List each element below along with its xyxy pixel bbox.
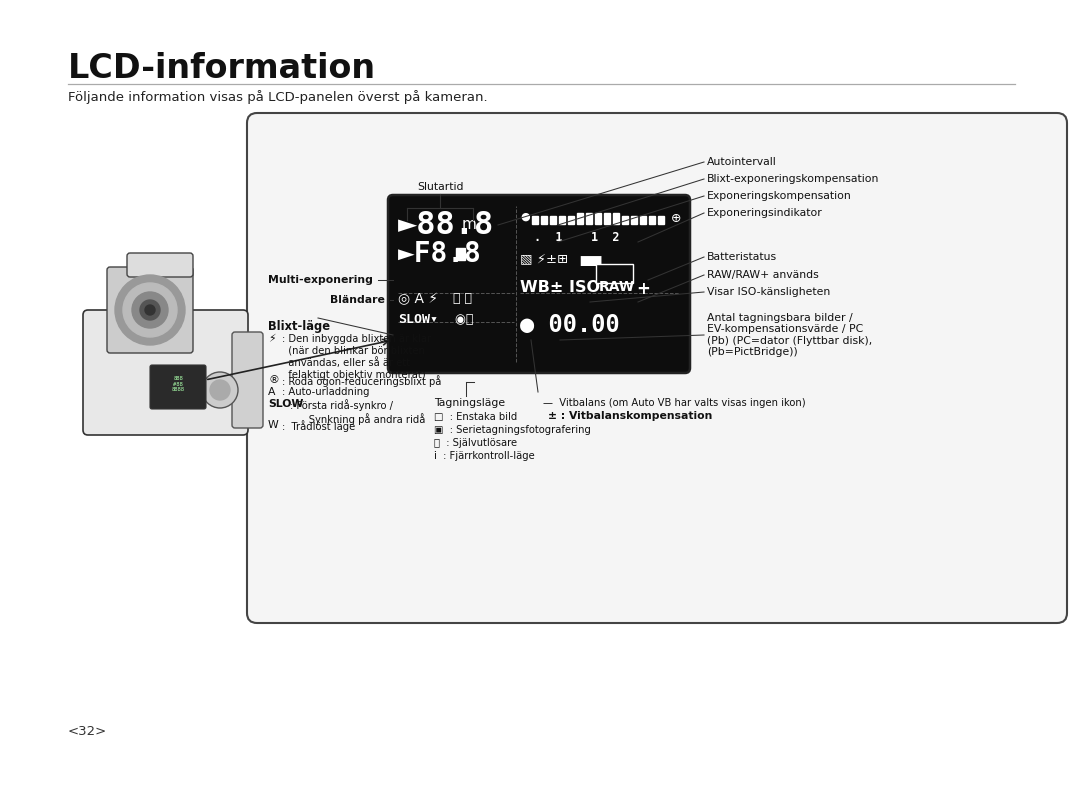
Text: Blixt-exponeringskompensation: Blixt-exponeringskompensation (707, 174, 879, 184)
Bar (604, 213, 610, 224)
Bar (613, 213, 619, 224)
Text: : Auto-urladdning: : Auto-urladdning (282, 387, 369, 397)
Text: Exponeringsindikator: Exponeringsindikator (707, 208, 823, 218)
Text: Antal tagningsbara bilder /
EV-kompensationsvärde / PC
(Pb) (PC=dator (Flyttbar : Antal tagningsbara bilder / EV-kompensat… (707, 313, 873, 357)
FancyBboxPatch shape (83, 310, 248, 435)
Text: : Första ridå-synkro /
      Synkning på andra ridå: : Första ridå-synkro / Synkning på andra… (291, 399, 426, 424)
Text: Följande information visas på LCD-panelen överst på kameran.: Följande information visas på LCD-panele… (68, 90, 488, 104)
Bar (532, 216, 538, 224)
Text: +: + (636, 280, 650, 298)
Text: SLOW▾: SLOW▾ (399, 313, 438, 326)
Circle shape (123, 283, 177, 337)
Bar (658, 216, 664, 224)
Text: Blixt-läge: Blixt-läge (268, 320, 330, 333)
Text: ▣  : Serietagningsfotografering: ▣ : Serietagningsfotografering (434, 425, 591, 435)
FancyBboxPatch shape (232, 332, 264, 428)
Text: i̇  : Fjärrkontroll-läge: i̇ : Fjärrkontroll-läge (434, 451, 535, 461)
Text: ● 00.00: ● 00.00 (519, 313, 620, 337)
Bar (577, 213, 583, 224)
Text: ⚡: ⚡ (268, 334, 275, 344)
Text: 888
#88
8888: 888 #88 8888 (172, 376, 185, 393)
Text: ± : Vitbalanskompensation: ± : Vitbalanskompensation (548, 411, 713, 421)
Circle shape (202, 372, 238, 408)
Circle shape (145, 305, 156, 315)
Bar (586, 213, 592, 224)
Circle shape (132, 292, 168, 328)
Text: W: W (268, 420, 279, 431)
Text: RAW: RAW (599, 280, 635, 294)
Bar (649, 216, 654, 224)
Bar (595, 213, 600, 224)
Text: LCD-information: LCD-information (68, 52, 376, 85)
Bar (456, 248, 465, 260)
Bar (640, 216, 646, 224)
Text: : Den inbyggda blixten är klar
  (när den blinkar bör blixten
  användas, eller : : Den inbyggda blixten är klar (när den … (282, 334, 431, 380)
Text: Autointervall: Autointervall (707, 157, 777, 167)
Text: ⊕: ⊕ (671, 212, 681, 225)
Text: ⌛  : Självutlösare: ⌛ : Självutlösare (434, 438, 517, 448)
Text: .  1    1  2: . 1 1 2 (534, 231, 620, 244)
Text: □  : Enstaka bild: □ : Enstaka bild (434, 412, 517, 422)
Text: —  Vitbalans (om Auto VB har valts visas ingen ikon): — Vitbalans (om Auto VB har valts visas … (543, 398, 806, 408)
FancyBboxPatch shape (596, 264, 633, 283)
Text: RAW/RAW+ används: RAW/RAW+ används (707, 270, 819, 280)
Bar (631, 216, 637, 224)
Text: Batteristatus: Batteristatus (707, 252, 778, 262)
Text: <32>: <32> (68, 725, 107, 738)
FancyBboxPatch shape (107, 267, 193, 353)
FancyBboxPatch shape (247, 113, 1067, 623)
Text: ⎗ ⌛: ⎗ ⌛ (445, 292, 472, 305)
Bar (550, 216, 556, 224)
Text: Tagningsläge: Tagningsläge (434, 398, 505, 408)
Bar (568, 216, 573, 224)
Circle shape (210, 380, 230, 400)
Text: Exponeringskompensation: Exponeringskompensation (707, 191, 852, 201)
Text: Bländare: Bländare (330, 295, 384, 305)
Text: SLOW: SLOW (268, 399, 303, 408)
Text: ◉⦾: ◉⦾ (443, 313, 473, 326)
FancyBboxPatch shape (127, 253, 193, 277)
Circle shape (114, 275, 185, 345)
Circle shape (140, 300, 160, 320)
Bar (559, 216, 565, 224)
Text: Slutartid: Slutartid (417, 182, 463, 192)
Text: m: m (462, 217, 477, 232)
FancyBboxPatch shape (150, 365, 206, 409)
Text: ►F8.8: ►F8.8 (399, 240, 482, 268)
Text: Visar ISO-känsligheten: Visar ISO-känsligheten (707, 287, 831, 297)
Text: ●: ● (519, 212, 530, 222)
Text: : Röda ögon-reduceringsblixt på: : Röda ögon-reduceringsblixt på (282, 375, 442, 387)
Text: ►88.8: ►88.8 (399, 210, 495, 241)
Text: ®: ® (268, 375, 279, 386)
Text: Multi-exponering: Multi-exponering (268, 275, 373, 285)
Text: ◎ A ⚡: ◎ A ⚡ (399, 292, 438, 306)
Text: ▧ ⚡±⊞   ▆▆: ▧ ⚡±⊞ ▆▆ (519, 253, 602, 266)
FancyBboxPatch shape (388, 195, 690, 373)
Text: A: A (268, 387, 275, 397)
Bar (541, 216, 546, 224)
Bar (622, 216, 627, 224)
Text: WB± ISO: WB± ISO (519, 280, 600, 295)
Text: :  Trådlöst läge: : Trådlöst läge (282, 420, 355, 432)
